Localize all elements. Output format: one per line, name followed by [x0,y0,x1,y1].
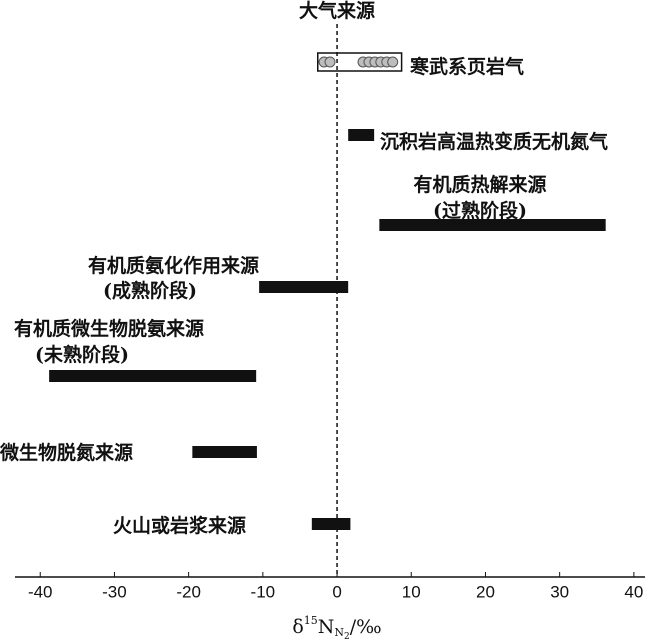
x-tick-label: -10 [251,582,276,601]
range-label: 寒武系页岩气 [410,55,524,78]
x-tick-label: 20 [476,582,495,601]
range-label: (成熟阶段) [103,279,197,302]
x-tick-label: 0 [332,582,341,601]
x-axis-label: δ15NN2/‰ [292,614,381,642]
range-label: (过熟阶段) [433,199,527,222]
range-label: 沉积岩高温热变质无机氮气 [380,130,608,153]
x-tick-label: -20 [176,582,201,601]
x-tick-label: 30 [550,582,569,601]
range-label: 有机质热解来源 [413,173,546,196]
x-tick-label: -40 [28,582,53,601]
range-label: (未熟阶段) [35,343,129,366]
data-point [387,56,399,68]
x-axis-label-part: 2 [344,632,350,642]
x-axis-label-part: /‰ [350,616,382,638]
range-bar [379,219,606,231]
range-bar [49,370,257,382]
range-box [317,52,403,72]
range-label: 有机质氨化作用来源 [88,254,259,277]
range-bar [192,446,257,458]
range-label: 火山或岩浆来源 [113,514,246,537]
x-axis-label-part: δ [292,616,303,638]
x-axis-label-part: N [334,626,344,639]
data-point [324,56,336,68]
x-tick-label: 10 [402,582,421,601]
range-bar [259,281,349,293]
x-tick-label: -30 [102,582,127,601]
range-bar [348,129,375,141]
range-label: 微生物脱氮来源 [0,441,133,464]
range-label: 有机质微生物脱氨来源 [14,317,204,340]
annotation: 大气来源 [299,0,375,22]
x-tick-label: 40 [624,582,643,601]
x-axis-label-part: N [318,616,335,638]
range-bar [311,518,351,530]
x-axis-label-part: 15 [304,614,318,627]
